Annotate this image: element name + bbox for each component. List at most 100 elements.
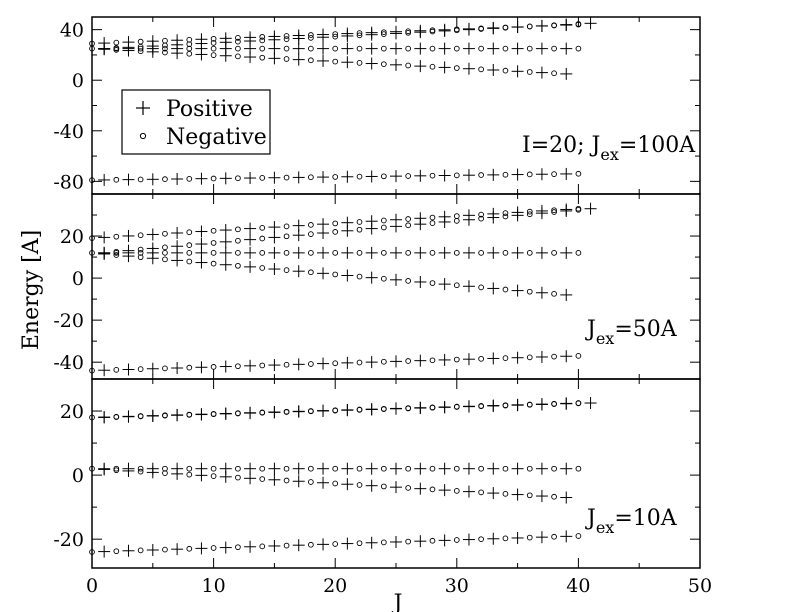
data-point-negative [380,173,387,180]
data-point-negative [453,488,460,494]
data-point-negative [551,250,557,256]
data-point-negative [502,355,509,361]
data-point-positive [462,485,475,498]
data-series [89,167,582,186]
data-point-positive [195,408,208,421]
data-point-positive [535,462,548,475]
data-point-negative [210,175,217,182]
data-point-positive [560,350,573,363]
data-point-positive [511,42,524,55]
data-point-positive [122,44,135,57]
data-point-positive [365,479,378,492]
data-point-positive [122,173,135,186]
data-point-positive [462,246,475,259]
data-point-positive [390,42,402,55]
data-point-positive [292,358,305,371]
data-point-negative [137,38,144,45]
data-point-positive [195,469,208,482]
data-point-negative [210,545,217,551]
data-point-negative [235,226,241,233]
data-point-positive [414,275,427,288]
data-point-negative [356,226,363,233]
data-point-negative [405,29,412,36]
data-point-positive [462,533,475,546]
data-point-negative [502,210,509,216]
legend-label-negative: Negative [166,125,267,150]
data-point-negative [113,467,120,474]
data-point-negative [380,465,387,472]
data-point-negative [332,31,339,37]
data-point-positive [390,213,402,226]
data-point-negative [113,548,120,555]
data-point-negative [502,171,509,178]
data-point-positive [365,42,378,55]
data-point-positive [390,481,402,494]
data-point-positive [292,265,305,278]
data-point-negative [429,172,436,179]
data-point-negative [137,254,144,261]
data-point-negative [210,35,217,42]
data-point-positive [219,541,232,554]
data-point-positive [244,222,257,235]
data-point-negative [162,365,168,372]
data-point-negative [405,28,412,35]
data-point-positive [535,66,548,79]
data-point-positive [365,246,378,259]
data-point-negative [478,25,484,32]
data-point-positive [341,170,354,183]
data-point-negative [478,215,484,222]
data-point-negative [526,45,533,52]
data-point-negative [283,174,290,181]
data-point-negative [259,224,266,231]
data-point-negative [551,465,557,472]
data-point-negative [283,250,290,256]
data-point-positive [171,172,184,185]
y-tick-label: 0 [72,465,84,487]
data-point-positive [487,282,500,295]
data-point-positive [244,472,257,485]
data-point-negative [137,246,144,253]
data-point-negative [429,220,436,226]
data-point-positive [98,545,111,558]
data-point-positive [341,42,354,55]
data-point-positive [438,484,451,497]
data-point-positive [268,246,281,259]
data-point-negative [186,258,193,265]
data-point-negative [137,45,144,52]
data-point-negative [162,256,168,263]
data-point-positive [487,352,500,365]
data-point-negative [551,290,557,297]
data-point-negative [259,34,266,40]
x-tick-label: 50 [688,575,712,597]
data-point-positive [462,462,475,475]
data-series [98,246,582,259]
data-point-positive [438,246,451,259]
data-point-negative [380,250,387,256]
data-point-negative [259,409,266,416]
data-point-negative [137,413,144,419]
y-tick-label: -20 [53,310,84,332]
data-point-negative [405,62,412,69]
data-point-positive [390,246,402,259]
data-point-negative [502,535,509,542]
data-point-positive [511,206,524,219]
data-point-negative [162,546,168,553]
data-point-positive [219,407,232,420]
data-point-positive [511,20,524,33]
data-point-negative [259,476,266,482]
data-point-negative [478,211,484,218]
data-point-negative [259,465,266,472]
data-point-negative [186,364,193,371]
data-point-negative [453,45,460,52]
data-point-positive [292,405,305,418]
data-point-positive [317,538,330,551]
data-point-negative [380,539,387,546]
data-point-negative [380,405,387,412]
x-tick-label: 20 [323,575,347,597]
y-tick-label: -40 [53,352,84,374]
data-point-negative [405,250,412,256]
data-point-negative [186,471,193,478]
data-point-negative [259,235,266,242]
data-point-negative [551,22,557,29]
data-point-negative [332,465,339,472]
